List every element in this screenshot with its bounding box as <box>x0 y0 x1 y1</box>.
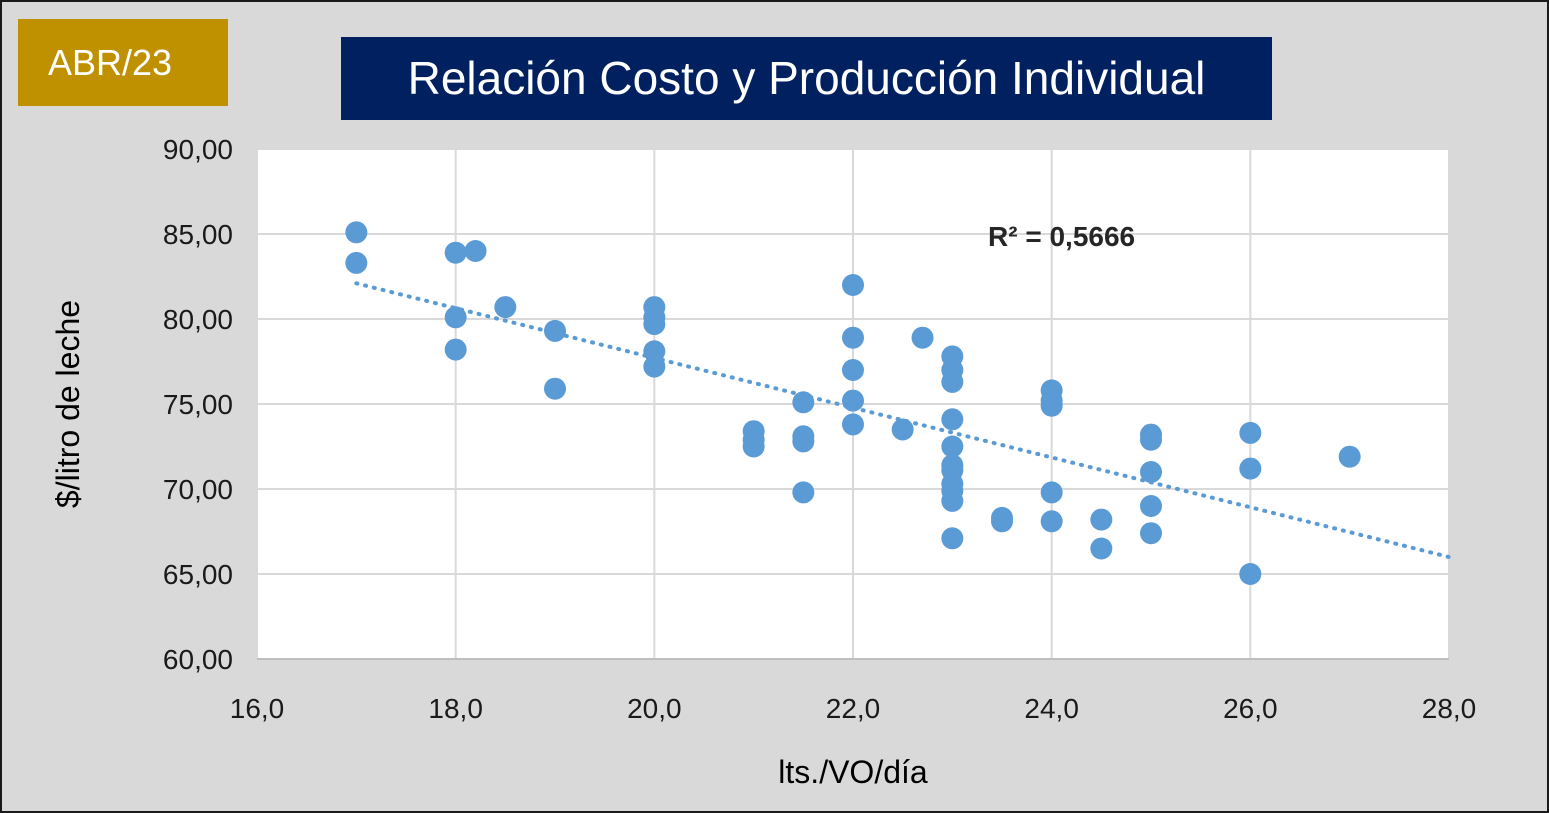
data-point <box>444 306 467 329</box>
x-tick-label: 20,0 <box>627 693 682 724</box>
data-point <box>1239 457 1262 480</box>
r-squared-label: R² = 0,5666 <box>988 221 1135 252</box>
y-tick-label: 75,00 <box>163 389 233 420</box>
data-point <box>643 355 666 378</box>
data-point <box>1140 522 1162 545</box>
x-tick-label: 28,0 <box>1422 693 1477 724</box>
data-point <box>842 326 864 349</box>
data-point <box>941 527 964 550</box>
data-point <box>842 274 864 296</box>
data-point <box>1338 445 1361 468</box>
data-point <box>941 489 964 512</box>
period-badge: ABR/23 <box>18 19 228 106</box>
data-point <box>991 510 1013 533</box>
data-point <box>1040 481 1063 504</box>
data-point <box>1040 510 1063 533</box>
data-point <box>1140 428 1162 451</box>
y-axis-title: $/litro de leche <box>50 300 86 508</box>
data-point <box>911 326 934 349</box>
y-tick-label: 90,00 <box>163 134 233 165</box>
data-points <box>345 221 1361 585</box>
y-tick-label: 80,00 <box>163 304 233 335</box>
data-point <box>941 370 964 393</box>
data-point <box>792 430 815 453</box>
data-point <box>494 296 517 319</box>
data-point <box>1140 495 1162 517</box>
x-axis-title: lts./VO/día <box>778 754 928 790</box>
data-point <box>544 377 566 400</box>
data-point <box>464 240 487 262</box>
trendline <box>354 281 1451 559</box>
x-tick-label: 18,0 <box>428 693 483 724</box>
x-tick-label: 22,0 <box>826 693 881 724</box>
data-point <box>643 340 666 363</box>
data-point <box>842 359 864 381</box>
x-tick-label: 24,0 <box>1024 693 1079 724</box>
data-point <box>941 408 964 431</box>
x-tick-label: 26,0 <box>1223 693 1278 724</box>
data-point <box>1090 537 1113 560</box>
data-point <box>345 251 368 274</box>
y-tick-label: 60,00 <box>163 644 233 675</box>
trendline-group <box>354 281 1451 559</box>
data-point <box>1239 421 1262 444</box>
y-axis-ticks: 60,00 65,00 70,00 75,00 80,00 85,00 90,00 <box>163 134 233 675</box>
data-point <box>444 338 467 361</box>
data-point <box>842 413 864 436</box>
data-point <box>1239 563 1262 585</box>
data-point <box>1040 394 1063 417</box>
y-tick-label: 65,00 <box>163 559 233 590</box>
y-tick-label: 70,00 <box>163 474 233 505</box>
data-point <box>544 319 566 342</box>
x-tick-label: 16,0 <box>230 693 285 724</box>
chart-title: Relación Costo y Producción Individual <box>341 37 1272 120</box>
x-axis-ticks: 16,0 18,0 20,0 22,0 24,0 26,0 28,0 <box>230 693 1477 724</box>
data-point <box>891 418 914 441</box>
data-point <box>792 481 815 504</box>
data-point <box>345 221 368 244</box>
data-point <box>941 435 964 458</box>
data-point <box>792 391 815 414</box>
data-point <box>643 313 666 336</box>
data-point <box>1090 508 1113 531</box>
data-point <box>444 241 467 264</box>
y-tick-label: 85,00 <box>163 219 233 250</box>
data-point <box>742 435 765 458</box>
data-point <box>842 389 864 412</box>
data-point <box>1140 461 1162 483</box>
